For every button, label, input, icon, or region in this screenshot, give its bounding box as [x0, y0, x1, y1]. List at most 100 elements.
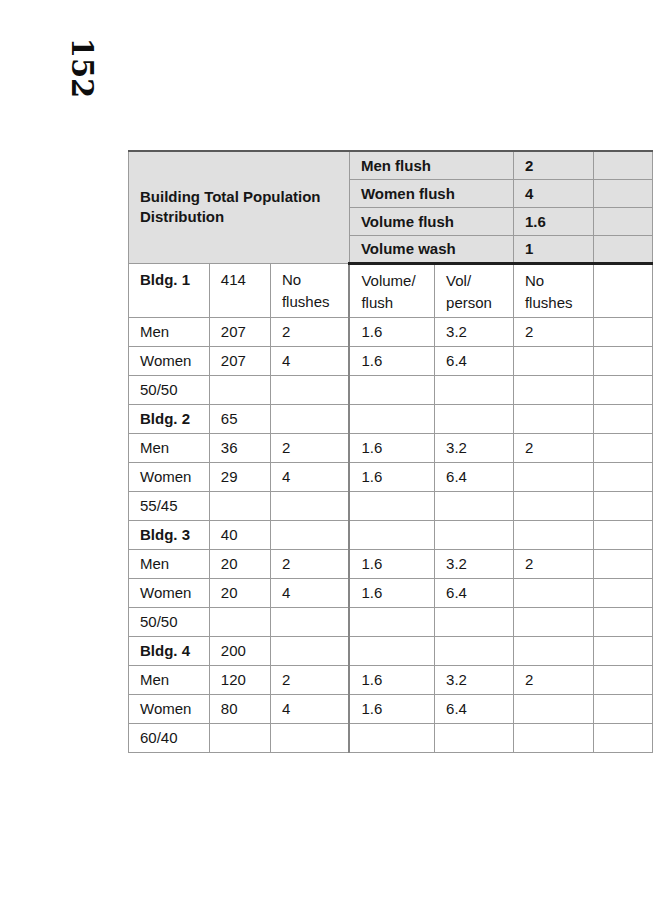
table-cell: 55/45: [129, 491, 210, 520]
table-row: 55/45: [129, 491, 653, 520]
table-cell: Bldg. 3: [129, 520, 210, 549]
table-row: Men12021.63.22: [129, 665, 653, 694]
table-row: Bldg. 265: [129, 404, 653, 433]
table-cell: 4: [270, 346, 349, 375]
table-cell: [513, 462, 593, 491]
table-cell: 4: [270, 462, 349, 491]
table-cell: Bldg. 2: [129, 404, 210, 433]
table-cell: [513, 346, 593, 375]
table-cell: 50/50: [129, 607, 210, 636]
table-cell: [594, 636, 653, 665]
table-cell: 6.4: [435, 462, 514, 491]
table-cell: 6.4: [435, 346, 514, 375]
table-cell: 6.4: [435, 578, 514, 607]
table-cell: [594, 549, 653, 578]
table-cell: Men: [129, 549, 210, 578]
table-cell: 6.4: [435, 694, 514, 723]
param-label: Women flush: [349, 179, 513, 207]
table-cell: [594, 607, 653, 636]
table-cell: 2: [513, 317, 593, 346]
table-cell: 1.6: [349, 433, 434, 462]
param-label: Men flush: [349, 151, 513, 179]
table-title: Building Total Population Distribution: [129, 151, 350, 263]
table-cell: [270, 636, 349, 665]
param-label: Volume flush: [349, 207, 513, 235]
table-cell: Vol/ person: [435, 263, 514, 317]
table-row: 50/50: [129, 607, 653, 636]
table-row: 50/50: [129, 375, 653, 404]
table-cell: [594, 404, 653, 433]
table-cell: 20: [209, 549, 270, 578]
table-cell: 2: [513, 549, 593, 578]
table-cell: [513, 491, 593, 520]
table-cell: [209, 375, 270, 404]
table-cell: 65: [209, 404, 270, 433]
table-cell: 2: [270, 549, 349, 578]
param-label: Volume wash: [349, 235, 513, 263]
clipped-cell: [594, 151, 653, 179]
table-cell: No flushes: [513, 263, 593, 317]
table-cell: 3.2: [435, 433, 514, 462]
table-cell: 1.6: [349, 317, 434, 346]
param-value: 4: [513, 179, 593, 207]
table-row: Men2021.63.22: [129, 549, 653, 578]
table-cell: [209, 607, 270, 636]
table-cell: 50/50: [129, 375, 210, 404]
table-cell: 207: [209, 346, 270, 375]
param-row: Building Total Population Distribution M…: [129, 151, 653, 179]
table-cell: 80: [209, 694, 270, 723]
table-cell: [270, 520, 349, 549]
table-cell: [349, 491, 434, 520]
table-cell: 60/40: [129, 723, 210, 752]
table-cell: [594, 375, 653, 404]
table-cell: 3.2: [435, 549, 514, 578]
table-cell: 414: [209, 263, 270, 317]
table-row: Bldg. 340: [129, 520, 653, 549]
table-cell: Bldg. 1: [129, 263, 210, 317]
param-value: 1: [513, 235, 593, 263]
table-cell: [513, 520, 593, 549]
table-cell: [594, 462, 653, 491]
table-cell: 4: [270, 694, 349, 723]
table-cell: [594, 346, 653, 375]
table-cell: [435, 636, 514, 665]
table-cell: [594, 694, 653, 723]
table-cell: No flushes: [270, 263, 349, 317]
table-cell: [594, 433, 653, 462]
table-cell: 20: [209, 578, 270, 607]
table-cell: [435, 491, 514, 520]
clipped-cell: [594, 207, 653, 235]
table-row: 60/40: [129, 723, 653, 752]
table-cell: [270, 607, 349, 636]
table-cell: [513, 723, 593, 752]
table-cell: [435, 375, 514, 404]
table-cell: 1.6: [349, 346, 434, 375]
table-cell: [349, 520, 434, 549]
table-cell: 200: [209, 636, 270, 665]
table-cell: 2: [270, 433, 349, 462]
table-cell: Bldg. 4: [129, 636, 210, 665]
table-cell: 1.6: [349, 578, 434, 607]
table-cell: [513, 636, 593, 665]
table-cell: [435, 607, 514, 636]
table-cell: [270, 375, 349, 404]
table-body: Bldg. 1414No flushesVolume/ flushVol/ pe…: [129, 263, 653, 752]
table-cell: 3.2: [435, 665, 514, 694]
table-cell: [594, 317, 653, 346]
clipped-cell: [594, 235, 653, 263]
table-cell: Volume/ flush: [349, 263, 434, 317]
table-row: Women8041.66.4: [129, 694, 653, 723]
table-cell: 1.6: [349, 694, 434, 723]
table-row: Bldg. 1414No flushesVolume/ flushVol/ pe…: [129, 263, 653, 317]
table-cell: Men: [129, 433, 210, 462]
table-cell: [349, 636, 434, 665]
table-cell: [513, 578, 593, 607]
table-cell: Women: [129, 578, 210, 607]
table-cell: 207: [209, 317, 270, 346]
table-cell: [435, 520, 514, 549]
param-value: 1.6: [513, 207, 593, 235]
table-cell: [435, 404, 514, 433]
table-cell: [594, 520, 653, 549]
table-header-region: Building Total Population Distribution M…: [129, 151, 653, 263]
table-cell: 2: [513, 665, 593, 694]
